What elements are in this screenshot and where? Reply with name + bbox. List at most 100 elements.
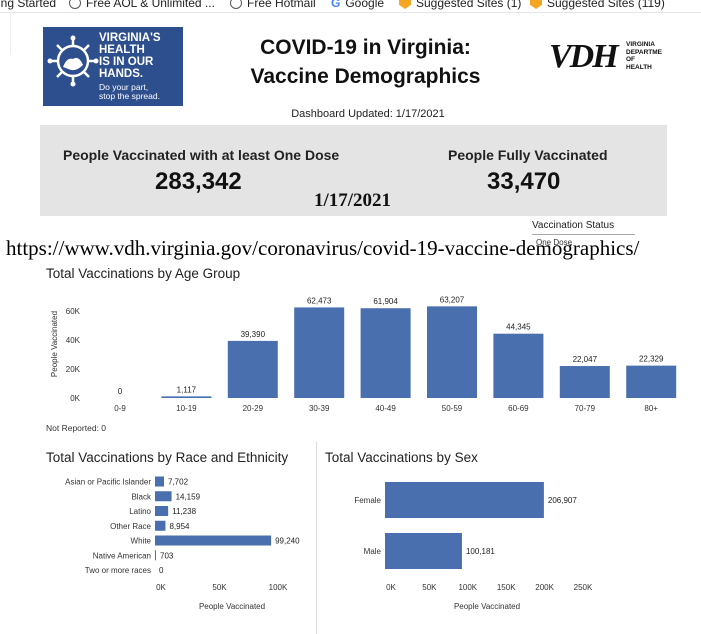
age-bar: [626, 365, 677, 398]
suggested-sites-icon: [399, 0, 411, 9]
vaccination-status-underline: [532, 234, 635, 235]
race-bar: [155, 550, 156, 561]
race-bar: [155, 520, 166, 531]
race-value-label: 11,238: [172, 507, 196, 516]
age-value-label: 63,207: [440, 295, 465, 304]
age-category-label: 70-79: [575, 404, 596, 413]
one-dose-value: 283,342: [155, 168, 242, 195]
sex-value-label: 100,181: [466, 547, 495, 556]
age-bar: [294, 307, 345, 398]
race-chart-title: Total Vaccinations by Race and Ethnicity: [46, 450, 289, 465]
bookmark-suggested-sites-1[interactable]: Suggested Sites (1): [399, 0, 521, 10]
age-category-label: 60-69: [508, 404, 529, 413]
bookmark-google[interactable]: G Google: [331, 0, 384, 10]
race-category-label: Latino: [129, 507, 151, 516]
race-bar: [155, 535, 272, 546]
sex-x-tick-label: 250K: [574, 583, 593, 592]
chart-divider: [316, 442, 317, 634]
age-y-tick-label: 0K: [70, 394, 80, 403]
age-y-axis-label: People Vaccinated: [50, 311, 59, 377]
dashboard-updated: Dashboard Updated: 1/17/2021: [291, 108, 445, 120]
vaccination-status-label: Vaccination Status: [532, 220, 615, 231]
fully-vaccinated-label: People Fully Vaccinated: [448, 147, 608, 163]
vdh-logo: VDH VIRGINIA DEPARTME OF HEALTH: [549, 38, 662, 76]
race-x-tick-label: 0K: [156, 583, 166, 592]
bookmark-getting-started[interactable]: ing Started: [0, 0, 57, 10]
kpi-panel: People Vaccinated with at least One Dose…: [40, 125, 667, 216]
age-chart-title: Total Vaccinations by Age Group: [46, 266, 241, 281]
age-value-label: 61,904: [373, 297, 398, 306]
logo-line: HEALTH: [99, 44, 145, 56]
age-category-label: 40-49: [375, 404, 396, 413]
page-title: COVID-19 in Virginia:: [260, 36, 471, 59]
age-category-label: 20-29: [243, 404, 264, 413]
page-edge: [10, 12, 11, 54]
age-category-label: 0-9: [114, 404, 126, 413]
globe-icon: [69, 0, 81, 9]
age-y-tick-label: 40K: [66, 336, 81, 345]
race-category-label: Other Race: [110, 522, 151, 531]
vdh-sub-line: VIRGINIA: [626, 41, 655, 48]
date-stamp: 1/17/2021: [314, 190, 392, 211]
race-value-label: 703: [160, 551, 174, 560]
sex-bar: [385, 482, 544, 518]
age-y-tick-label: 20K: [66, 365, 81, 374]
vaccination-status-select[interactable]: One Dose: [536, 238, 573, 247]
age-value-label: 22,047: [573, 355, 598, 364]
bookmarks-bar: ing Started Free AOL & Unlimited ... Fre…: [0, 0, 701, 13]
race-x-tick-label: 100K: [269, 583, 288, 592]
race-value-label: 99,240: [275, 537, 300, 546]
sex-value-label: 206,907: [548, 496, 577, 505]
google-icon: G: [331, 0, 341, 10]
race-value-label: 0: [159, 566, 164, 575]
age-not-reported: Not Reported: 0: [46, 423, 107, 433]
age-value-label: 62,473: [307, 296, 332, 305]
one-dose-label: People Vaccinated with at least One Dose: [63, 147, 340, 163]
sex-category-label: Male: [364, 547, 382, 556]
race-value-label: 8,954: [169, 522, 190, 531]
race-category-label: White: [131, 537, 152, 546]
age-bar: [559, 366, 610, 398]
age-category-label: 80+: [644, 404, 658, 413]
bookmark-free-aol[interactable]: Free AOL & Unlimited ...: [69, 0, 215, 10]
age-value-label: 39,390: [241, 330, 266, 339]
sex-bar: [385, 533, 462, 569]
race-category-label: Asian or Pacific Islander: [65, 478, 151, 487]
age-bar: [493, 333, 544, 398]
bookmark-free-hotmail[interactable]: Free Hotmail: [230, 0, 316, 10]
sex-x-tick-label: 0K: [386, 583, 396, 592]
age-value-label: 22,329: [639, 355, 664, 364]
race-value-label: 7,702: [168, 478, 189, 487]
race-category-label: Two or more races: [85, 566, 151, 575]
globe-icon: [230, 0, 242, 9]
race-x-axis-label: People Vaccinated: [199, 602, 265, 611]
sex-x-tick-label: 150K: [497, 583, 516, 592]
virginias-health-logo: VIRGINIA'S HEALTH IS IN OUR HANDS. Do yo…: [43, 27, 183, 106]
vdh-sub-line: DEPARTME: [626, 48, 662, 56]
race-bar: [155, 506, 169, 516]
race-category-label: Native American: [93, 551, 151, 560]
age-value-label: 44,345: [506, 323, 531, 332]
page-subtitle: Vaccine Demographics: [250, 65, 481, 88]
race-x-tick-label: 50K: [212, 583, 227, 592]
age-bar: [360, 308, 411, 398]
race-bar: [155, 476, 165, 487]
age-category-label: 10-19: [176, 404, 197, 413]
logo-line: IS IN OUR: [99, 56, 154, 68]
age-category-label: 30-39: [309, 404, 330, 413]
suggested-sites-icon: [530, 0, 542, 9]
logo-line: VIRGINIA'S: [99, 32, 161, 44]
sex-x-tick-label: 100K: [458, 583, 477, 592]
race-value-label: 14,159: [176, 492, 201, 501]
sex-x-tick-label: 50K: [422, 583, 437, 592]
logo-tagline: Do your part,: [99, 82, 149, 92]
logo-tagline: stop the spread.: [99, 91, 160, 101]
sex-x-axis-label: People Vaccinated: [454, 602, 520, 611]
fully-vaccinated-value: 33,470: [487, 168, 561, 195]
bookmark-suggested-sites-119[interactable]: Suggested Sites (119): [530, 0, 665, 10]
age-bar: [227, 340, 278, 398]
age-y-tick-label: 60K: [66, 307, 81, 316]
